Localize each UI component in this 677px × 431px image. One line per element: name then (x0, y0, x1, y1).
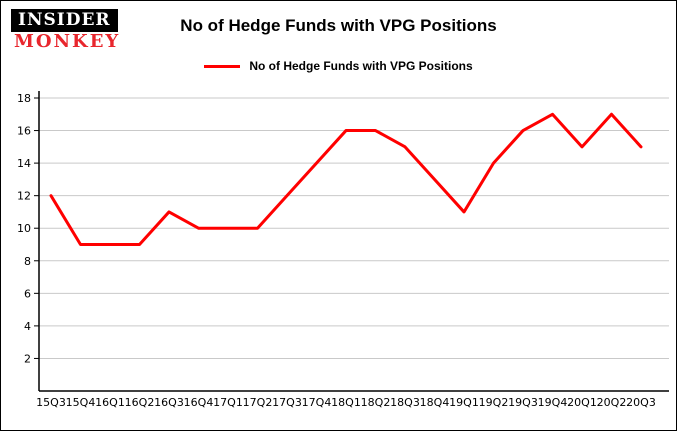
y-tick-label: 2 (24, 352, 31, 365)
y-tick-label: 6 (24, 287, 31, 300)
x-tick-label: 17Q3 (272, 396, 302, 409)
x-tick-label: 16Q4 (184, 396, 214, 409)
x-tick-label: 20Q2 (597, 396, 627, 409)
x-tick-label: 19Q3 (508, 396, 538, 409)
legend-label: No of Hedge Funds with VPG Positions (249, 59, 473, 73)
y-tick-label: 18 (17, 92, 31, 105)
y-tick-label: 10 (17, 222, 31, 235)
series-line (49, 112, 643, 246)
x-tick-label: 15Q3 (36, 396, 66, 409)
x-tick-label: 18Q1 (331, 396, 361, 409)
x-tick-label: 19Q2 (479, 396, 509, 409)
x-tick-label: 16Q3 (154, 396, 184, 409)
x-tick-label: 18Q4 (420, 396, 450, 409)
x-tick-label: 18Q3 (390, 396, 420, 409)
x-tick-label: 16Q2 (125, 396, 155, 409)
y-tick-label: 4 (24, 320, 31, 333)
logo-monkey-text: MONKEY (14, 30, 121, 52)
legend-line-swatch (204, 64, 241, 68)
logo-insider-text: INSIDER (11, 9, 118, 32)
insider-monkey-logo: INSIDER MONKEY (11, 9, 120, 52)
x-tick-label: 18Q2 (361, 396, 391, 409)
x-tick-label: 17Q1 (213, 396, 243, 409)
y-tick-label: 14 (17, 157, 31, 170)
y-tick-label: 16 (17, 125, 31, 138)
x-tick-label: 15Q4 (66, 396, 96, 409)
x-tick-label: 17Q4 (302, 396, 332, 409)
x-tick-label: 20Q1 (567, 396, 597, 409)
x-tick-label: 17Q2 (243, 396, 273, 409)
chart-title: No of Hedge Funds with VPG Positions (180, 16, 497, 35)
x-tick-label: 20Q3 (626, 396, 656, 409)
x-tick-label: 16Q1 (95, 396, 125, 409)
x-tick-label: 19Q1 (449, 396, 479, 409)
legend: No of Hedge Funds with VPG Positions (1, 59, 676, 73)
x-tick-label: 19Q4 (538, 396, 568, 409)
y-tick-label: 8 (24, 255, 31, 268)
y-tick-label: 12 (17, 190, 31, 203)
